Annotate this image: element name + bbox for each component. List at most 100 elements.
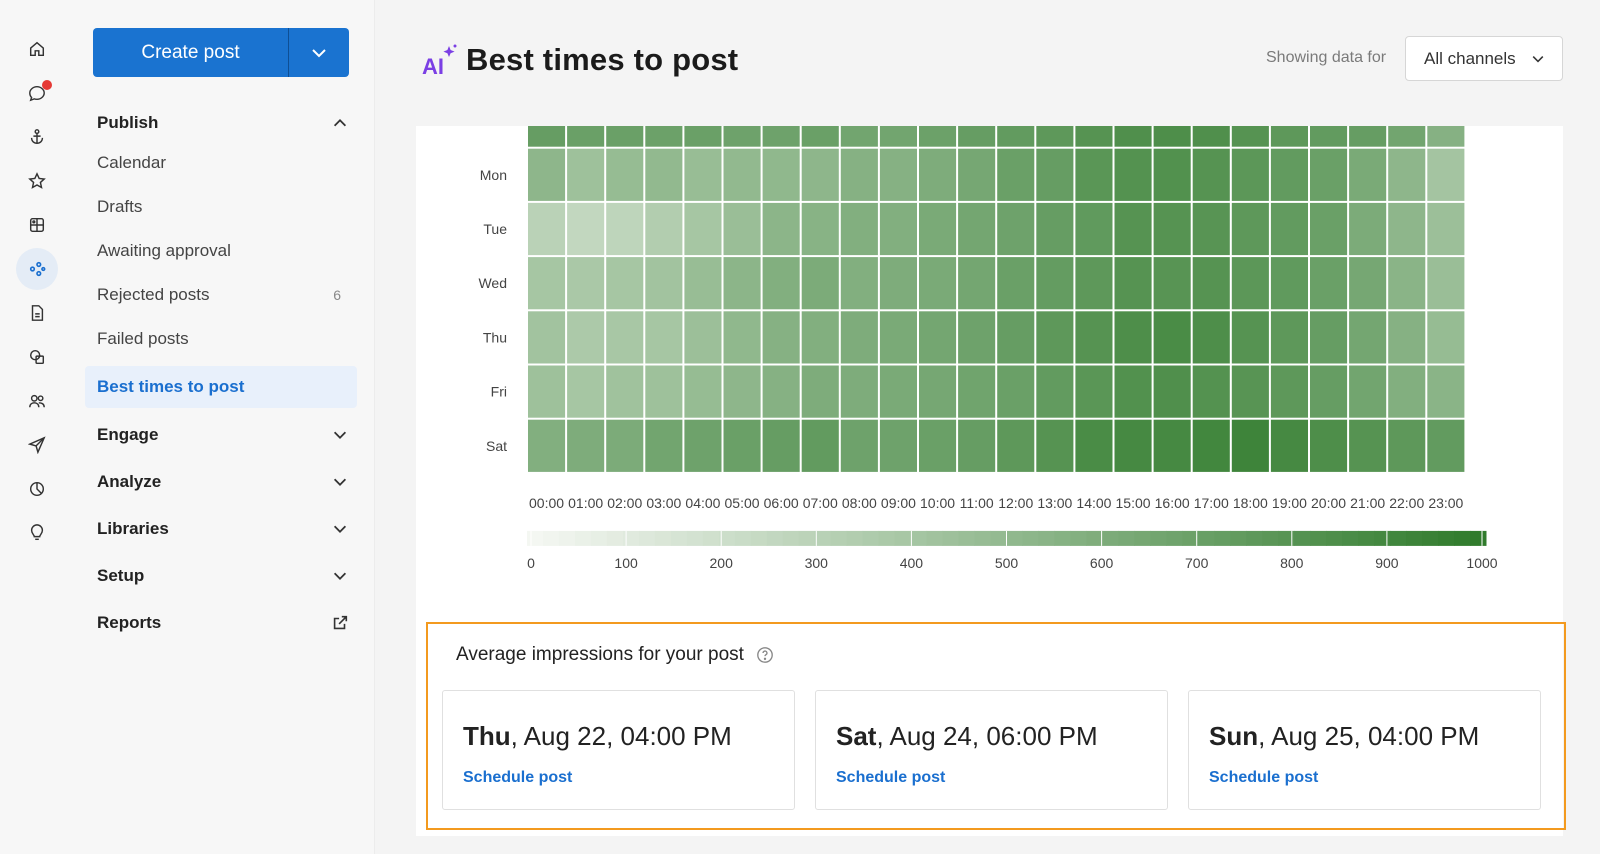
lightbulb-icon[interactable] [16,512,58,554]
heatmap-cell [528,126,566,147]
colorbar-segment [1022,530,1039,546]
section-engage[interactable]: Engage [97,420,353,450]
section-reports[interactable]: Reports [97,608,353,638]
y-tick-label: Tue [483,221,507,237]
chat-icon[interactable] [16,72,58,114]
heatmap-cell [919,148,957,201]
create-post-button[interactable]: Create post [93,28,289,77]
x-tick-label: 03:00 [646,495,681,511]
nav-item-awaiting-approval[interactable]: Awaiting approval [85,230,357,272]
anchor-icon[interactable] [16,116,58,158]
workflow-icon[interactable] [16,248,58,290]
channel-select[interactable]: All channels [1405,36,1563,81]
colorbar-segment [1118,530,1135,546]
heatmap-cell [1310,148,1348,201]
colorbar-segment [702,530,720,546]
nav-item-label: Best times to post [97,377,245,396]
schedule-post-link[interactable]: Schedule post [463,769,573,786]
x-tick-label: 04:00 [685,495,720,511]
heatmap-cell [528,257,566,310]
home-icon[interactable] [16,28,58,70]
send-icon[interactable] [16,424,58,466]
heatmap-cell [1231,148,1269,201]
nav-item-drafts[interactable]: Drafts [85,186,357,228]
y-tick-label: Mon [480,167,507,183]
section-libraries[interactable]: Libraries [97,514,353,544]
average-impressions-panel: Average impressions for your post Thu, A… [426,622,1566,830]
x-tick-label: 11:00 [960,495,994,511]
heatmap-cell [567,419,605,472]
heatmap-cell [645,311,683,364]
heatmap-cell [567,202,605,256]
section-analyze[interactable]: Analyze [97,467,353,497]
heatmap-cell [1427,419,1465,472]
heatmap-cell [1231,365,1269,418]
heatmap-cell [1153,419,1191,472]
heatmap-cell [723,126,761,147]
heatmap-cell [919,257,957,310]
create-post-dropdown[interactable] [289,28,349,77]
chevron-down-icon [333,478,347,486]
colorbar-segment [910,530,928,546]
heatmap-cell [1153,257,1191,310]
heatmap-cell [645,419,683,472]
nav-item-label: Drafts [97,197,143,216]
heatmap-cell [684,311,722,364]
slot-date: , Aug 25, 04:00 PM [1258,721,1480,751]
nav-item-best-times[interactable]: Best times to post [85,366,357,408]
heatmap-cell [1153,311,1191,364]
y-tick-label: Sun [482,126,507,129]
chevron-down-icon [333,431,347,439]
heatmap-cell [958,419,996,472]
heatmap-cell [1075,257,1113,310]
colorbar-segment [542,530,560,546]
sidebar: Create post Publish Calendar Drafts Awai… [75,0,375,854]
slot-time: Sun, Aug 25, 04:00 PM [1209,721,1479,752]
heatmap-cell [1310,126,1348,147]
heatmap-cell [879,257,917,310]
svg-text:AI: AI [422,54,444,79]
heatmap-cell [645,365,683,418]
people-icon[interactable] [16,380,58,422]
nav-item-failed-posts[interactable]: Failed posts [85,318,357,360]
slot-time: Sat, Aug 24, 06:00 PM [836,721,1098,752]
colorbar-segment [1438,530,1455,546]
heatmap-cell [762,311,800,364]
colorbar-segment [1102,530,1119,546]
heatmap-cell [1075,148,1113,201]
heatmap-cell [879,419,917,472]
help-icon[interactable] [756,646,774,664]
nav-item-rejected-posts[interactable]: Rejected posts 6 [85,274,357,316]
shapes-icon[interactable] [16,336,58,378]
schedule-post-link[interactable]: Schedule post [836,769,946,786]
star-icon[interactable] [16,160,58,202]
heatmap-cell [762,148,800,201]
section-setup[interactable]: Setup [97,561,353,591]
schedule-post-link[interactable]: Schedule post [1209,769,1319,786]
heatmap-cell [606,419,644,472]
section-reports-label: Reports [97,613,162,632]
heatmap-cell [1114,311,1152,364]
colorbar-tick-label: 100 [614,555,638,571]
heatmap-cell [1270,148,1308,201]
slot-day: Sun [1209,721,1259,751]
heatmap-cell [1231,126,1269,147]
heatmap-cell [997,257,1035,310]
heatmap-cell [1388,419,1426,472]
heatmap-cell [1427,365,1465,418]
document-icon[interactable] [16,292,58,334]
colorbar-tick-label: 500 [995,555,1019,571]
chevron-down-icon [333,572,347,580]
heatmap-cell [723,311,761,364]
section-publish[interactable]: Publish [97,108,353,138]
colorbar-segment [527,530,544,546]
analytics-icon[interactable] [16,468,58,510]
heatmap-cell [1310,311,1348,364]
nav-item-calendar[interactable]: Calendar [85,142,357,184]
icon-rail [0,0,75,854]
heatmap-cell [1231,419,1269,472]
colorbar-tick-label: 600 [1090,555,1114,571]
dashboard-icon[interactable] [16,204,58,246]
x-tick-label: 09:00 [881,495,916,511]
page-title: Best times to post [466,42,739,77]
